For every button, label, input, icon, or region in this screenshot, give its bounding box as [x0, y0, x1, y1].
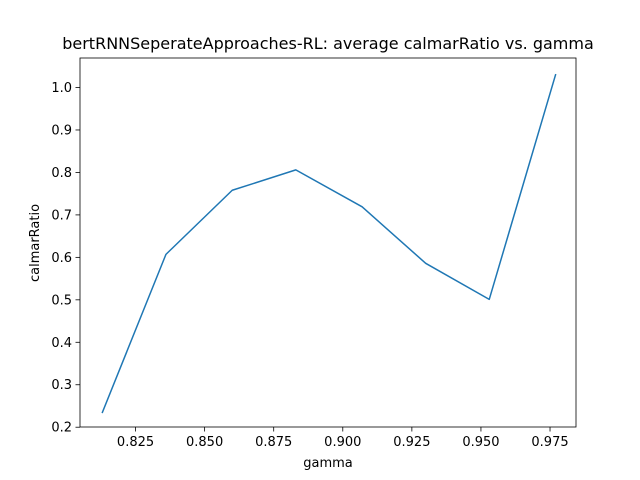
- y-tick-label: 0.8: [51, 166, 72, 181]
- y-tick-label: 0.9: [51, 123, 72, 138]
- y-tick-label: 1.0: [51, 81, 72, 96]
- y-tick-label: 0.6: [51, 251, 72, 266]
- series-line-0: [101, 73, 557, 414]
- x-tick-label: 0.825: [117, 435, 154, 450]
- x-tick-label: 0.850: [186, 435, 223, 450]
- plot-area: 0.825 0.850 0.875 0.900 0.925 0.950 0.975 0.2 0.…: [51, 57, 577, 450]
- chart-title: bertRNNSeperateApproaches-RL: average ca…: [62, 34, 594, 53]
- y-tick-label: 0.3: [51, 378, 72, 393]
- x-tick-label: 0.925: [393, 435, 430, 450]
- axes-frame: [79, 57, 577, 428]
- y-tick-label: 0.2: [51, 421, 72, 436]
- x-tick-label: 0.950: [462, 435, 499, 450]
- x-axis-label: gamma: [303, 456, 353, 471]
- y-axis-label: calmarRatio: [28, 204, 43, 282]
- x-tick-label: 0.900: [324, 435, 361, 450]
- y-tick-label: 0.7: [51, 208, 72, 223]
- x-tick-label: 0.975: [531, 435, 568, 450]
- y-tick-label: 0.4: [51, 336, 72, 351]
- x-tick-label: 0.875: [255, 435, 292, 450]
- y-tick-label: 0.5: [51, 293, 72, 308]
